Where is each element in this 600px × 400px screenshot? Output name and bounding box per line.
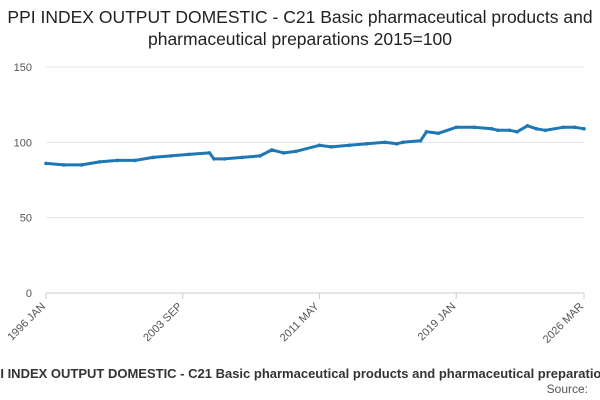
data-point[interactable]: [240, 155, 244, 160]
data-point[interactable]: [133, 158, 137, 163]
y-tick-label: 0: [26, 288, 32, 300]
y-axis: 0 50 100 150: [14, 62, 32, 300]
data-point[interactable]: [525, 123, 530, 128]
data-point[interactable]: [79, 163, 84, 167]
gridlines: [46, 66, 584, 294]
x-axis: 1996 JAN 2003 SEP 2011 MAY 2019 JAN 2026 MAR: [5, 293, 586, 346]
source-label: Source:: [546, 382, 588, 396]
x-tick-label: 1996 JAN: [5, 301, 48, 344]
data-point[interactable]: [317, 143, 322, 148]
data-point[interactable]: [496, 128, 500, 133]
data-point[interactable]: [222, 157, 227, 161]
data-point[interactable]: [44, 161, 48, 166]
x-tick-label: 2026 MAR: [541, 301, 586, 346]
data-point[interactable]: [329, 145, 334, 149]
data-point[interactable]: [534, 126, 539, 131]
x-tick-label: 2011 MAY: [278, 300, 322, 344]
data-point[interactable]: [258, 154, 262, 158]
series-line[interactable]: [44, 124, 586, 167]
data-point[interactable]: [515, 129, 519, 134]
y-tick-label: 100: [14, 137, 32, 149]
data-point[interactable]: [212, 157, 216, 161]
data-point[interactable]: [424, 129, 429, 134]
data-point[interactable]: [582, 126, 586, 131]
data-point[interactable]: [394, 142, 399, 146]
data-point[interactable]: [418, 139, 423, 143]
data-point[interactable]: [400, 140, 405, 145]
data-point[interactable]: [169, 154, 173, 158]
data-point[interactable]: [490, 126, 494, 131]
legend-series-label[interactable]: PPI INDEX OUTPUT DOMESTIC - C21 Basic ph…: [0, 366, 600, 381]
data-point[interactable]: [270, 148, 274, 152]
data-point[interactable]: [347, 143, 351, 148]
data-point[interactable]: [561, 125, 565, 130]
series-layer: [44, 123, 586, 167]
data-point[interactable]: [281, 151, 286, 155]
x-tick-label: 2003 SEP: [141, 301, 185, 345]
data-point[interactable]: [454, 125, 458, 130]
data-point[interactable]: [62, 163, 66, 167]
data-point[interactable]: [436, 131, 441, 136]
data-point[interactable]: [207, 151, 212, 155]
data-point[interactable]: [573, 125, 577, 130]
x-tick-label: 2019 JAN: [416, 301, 459, 344]
data-point[interactable]: [186, 152, 191, 157]
y-tick-label: 50: [20, 213, 32, 225]
data-point[interactable]: [543, 128, 548, 133]
data-point[interactable]: [151, 155, 155, 160]
chart-title: PPI INDEX OUTPUT DOMESTIC - C21 Basic ph…: [7, 7, 593, 49]
data-point[interactable]: [507, 128, 512, 133]
data-point[interactable]: [383, 140, 387, 145]
data-point[interactable]: [115, 158, 120, 163]
data-point[interactable]: [293, 149, 298, 154]
data-point[interactable]: [472, 125, 476, 130]
data-point[interactable]: [365, 142, 369, 146]
y-tick-label: 150: [14, 62, 32, 74]
data-point[interactable]: [97, 160, 102, 164]
